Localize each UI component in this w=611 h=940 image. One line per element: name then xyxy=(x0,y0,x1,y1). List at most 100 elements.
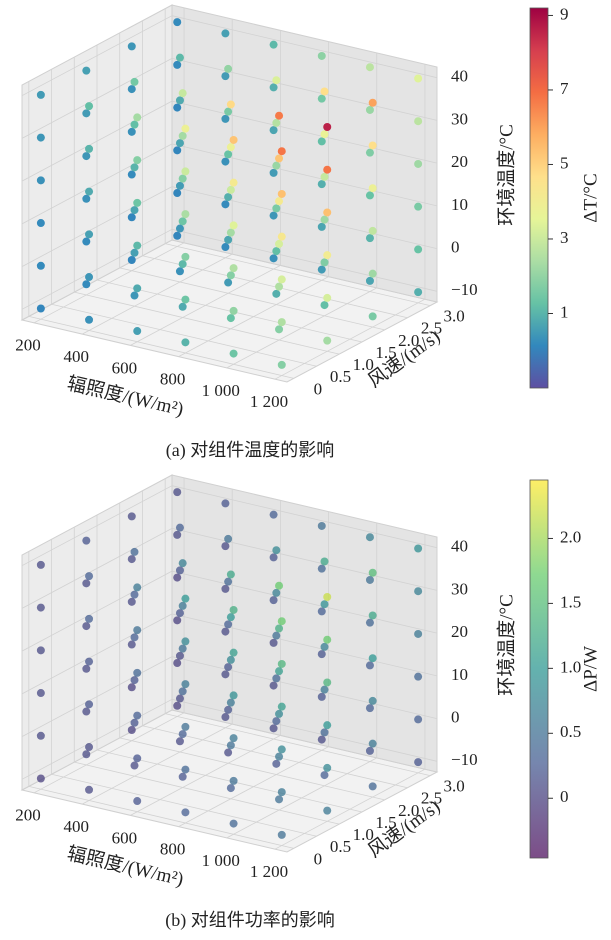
point xyxy=(368,226,377,235)
y-tick-label: 2.5 xyxy=(421,789,442,808)
grid-line xyxy=(142,255,408,319)
point xyxy=(130,633,139,642)
point xyxy=(173,659,182,668)
point xyxy=(323,806,332,815)
grid-line xyxy=(171,528,438,591)
z-axis-label: 环境温度/°C xyxy=(495,124,517,226)
point xyxy=(36,90,45,99)
point xyxy=(175,53,184,62)
x-tick-label: 600 xyxy=(112,358,138,377)
grid-line xyxy=(21,613,173,695)
y-tick-label: 1.5 xyxy=(375,343,396,362)
point xyxy=(368,141,377,150)
point xyxy=(320,172,329,181)
point xyxy=(323,721,332,730)
point xyxy=(85,785,94,794)
colorbar xyxy=(529,7,549,389)
point xyxy=(36,774,45,783)
point xyxy=(269,596,278,605)
point xyxy=(269,681,278,690)
grid-line xyxy=(21,485,173,567)
z-tick-label: −10 xyxy=(451,280,478,299)
point xyxy=(82,66,91,75)
point xyxy=(224,235,233,244)
point xyxy=(127,597,136,606)
point xyxy=(181,680,190,689)
point xyxy=(365,533,374,542)
point xyxy=(133,583,142,592)
colorbar-tick-label: 1.0 xyxy=(560,657,581,676)
point xyxy=(272,247,281,256)
point xyxy=(173,60,182,69)
point xyxy=(127,256,136,265)
point xyxy=(85,572,94,581)
point xyxy=(82,109,91,118)
point xyxy=(414,587,423,596)
point xyxy=(269,211,278,220)
point xyxy=(317,137,326,146)
point xyxy=(368,739,377,748)
grid-line xyxy=(171,570,438,634)
point xyxy=(173,488,182,497)
point xyxy=(127,127,136,136)
point xyxy=(82,750,91,759)
point xyxy=(178,302,187,311)
point xyxy=(178,644,187,653)
colorbar-tick-label: 2.0 xyxy=(560,527,581,546)
point xyxy=(82,280,91,289)
grid-line xyxy=(21,58,173,139)
grid-line xyxy=(21,656,173,737)
point xyxy=(178,772,187,781)
point xyxy=(224,577,233,586)
point xyxy=(277,275,286,284)
point xyxy=(226,613,235,622)
grid-line xyxy=(21,570,173,652)
point xyxy=(275,624,284,633)
grid-line xyxy=(51,773,317,837)
point xyxy=(85,187,94,196)
x-tick-label: 600 xyxy=(112,828,138,847)
point xyxy=(277,788,286,797)
point xyxy=(85,614,94,623)
point xyxy=(272,161,281,170)
point xyxy=(175,96,184,105)
point xyxy=(133,797,142,806)
point xyxy=(221,542,230,551)
point xyxy=(323,763,332,772)
point xyxy=(224,620,233,629)
colorbar-tick-label: 1 xyxy=(560,302,569,321)
point xyxy=(178,89,187,98)
point xyxy=(130,590,139,599)
point xyxy=(320,685,329,694)
point xyxy=(175,737,184,746)
point xyxy=(365,746,374,755)
point xyxy=(275,581,284,590)
grid-line xyxy=(21,100,173,182)
caption: (b) 对组件功率的影响 xyxy=(165,910,335,931)
point xyxy=(365,63,374,72)
point xyxy=(226,228,235,237)
point xyxy=(365,618,374,627)
point xyxy=(272,759,281,768)
point xyxy=(173,18,182,27)
point xyxy=(130,718,139,727)
point xyxy=(36,133,45,142)
point xyxy=(173,103,182,112)
colorbar-label: ΔT/°C xyxy=(580,173,601,222)
grid-line xyxy=(96,749,363,813)
point xyxy=(127,512,136,521)
point xyxy=(36,603,45,612)
y-tick-label: 1.5 xyxy=(375,813,396,832)
point xyxy=(85,700,94,709)
y-tick-label: 2.5 xyxy=(421,319,442,338)
point xyxy=(221,114,230,123)
point xyxy=(269,254,278,263)
point xyxy=(224,534,233,543)
point xyxy=(229,264,238,273)
point xyxy=(365,191,374,200)
colorbar-tick-label: 0.5 xyxy=(560,722,581,741)
point xyxy=(272,204,281,213)
point xyxy=(368,782,377,791)
point xyxy=(269,40,278,49)
